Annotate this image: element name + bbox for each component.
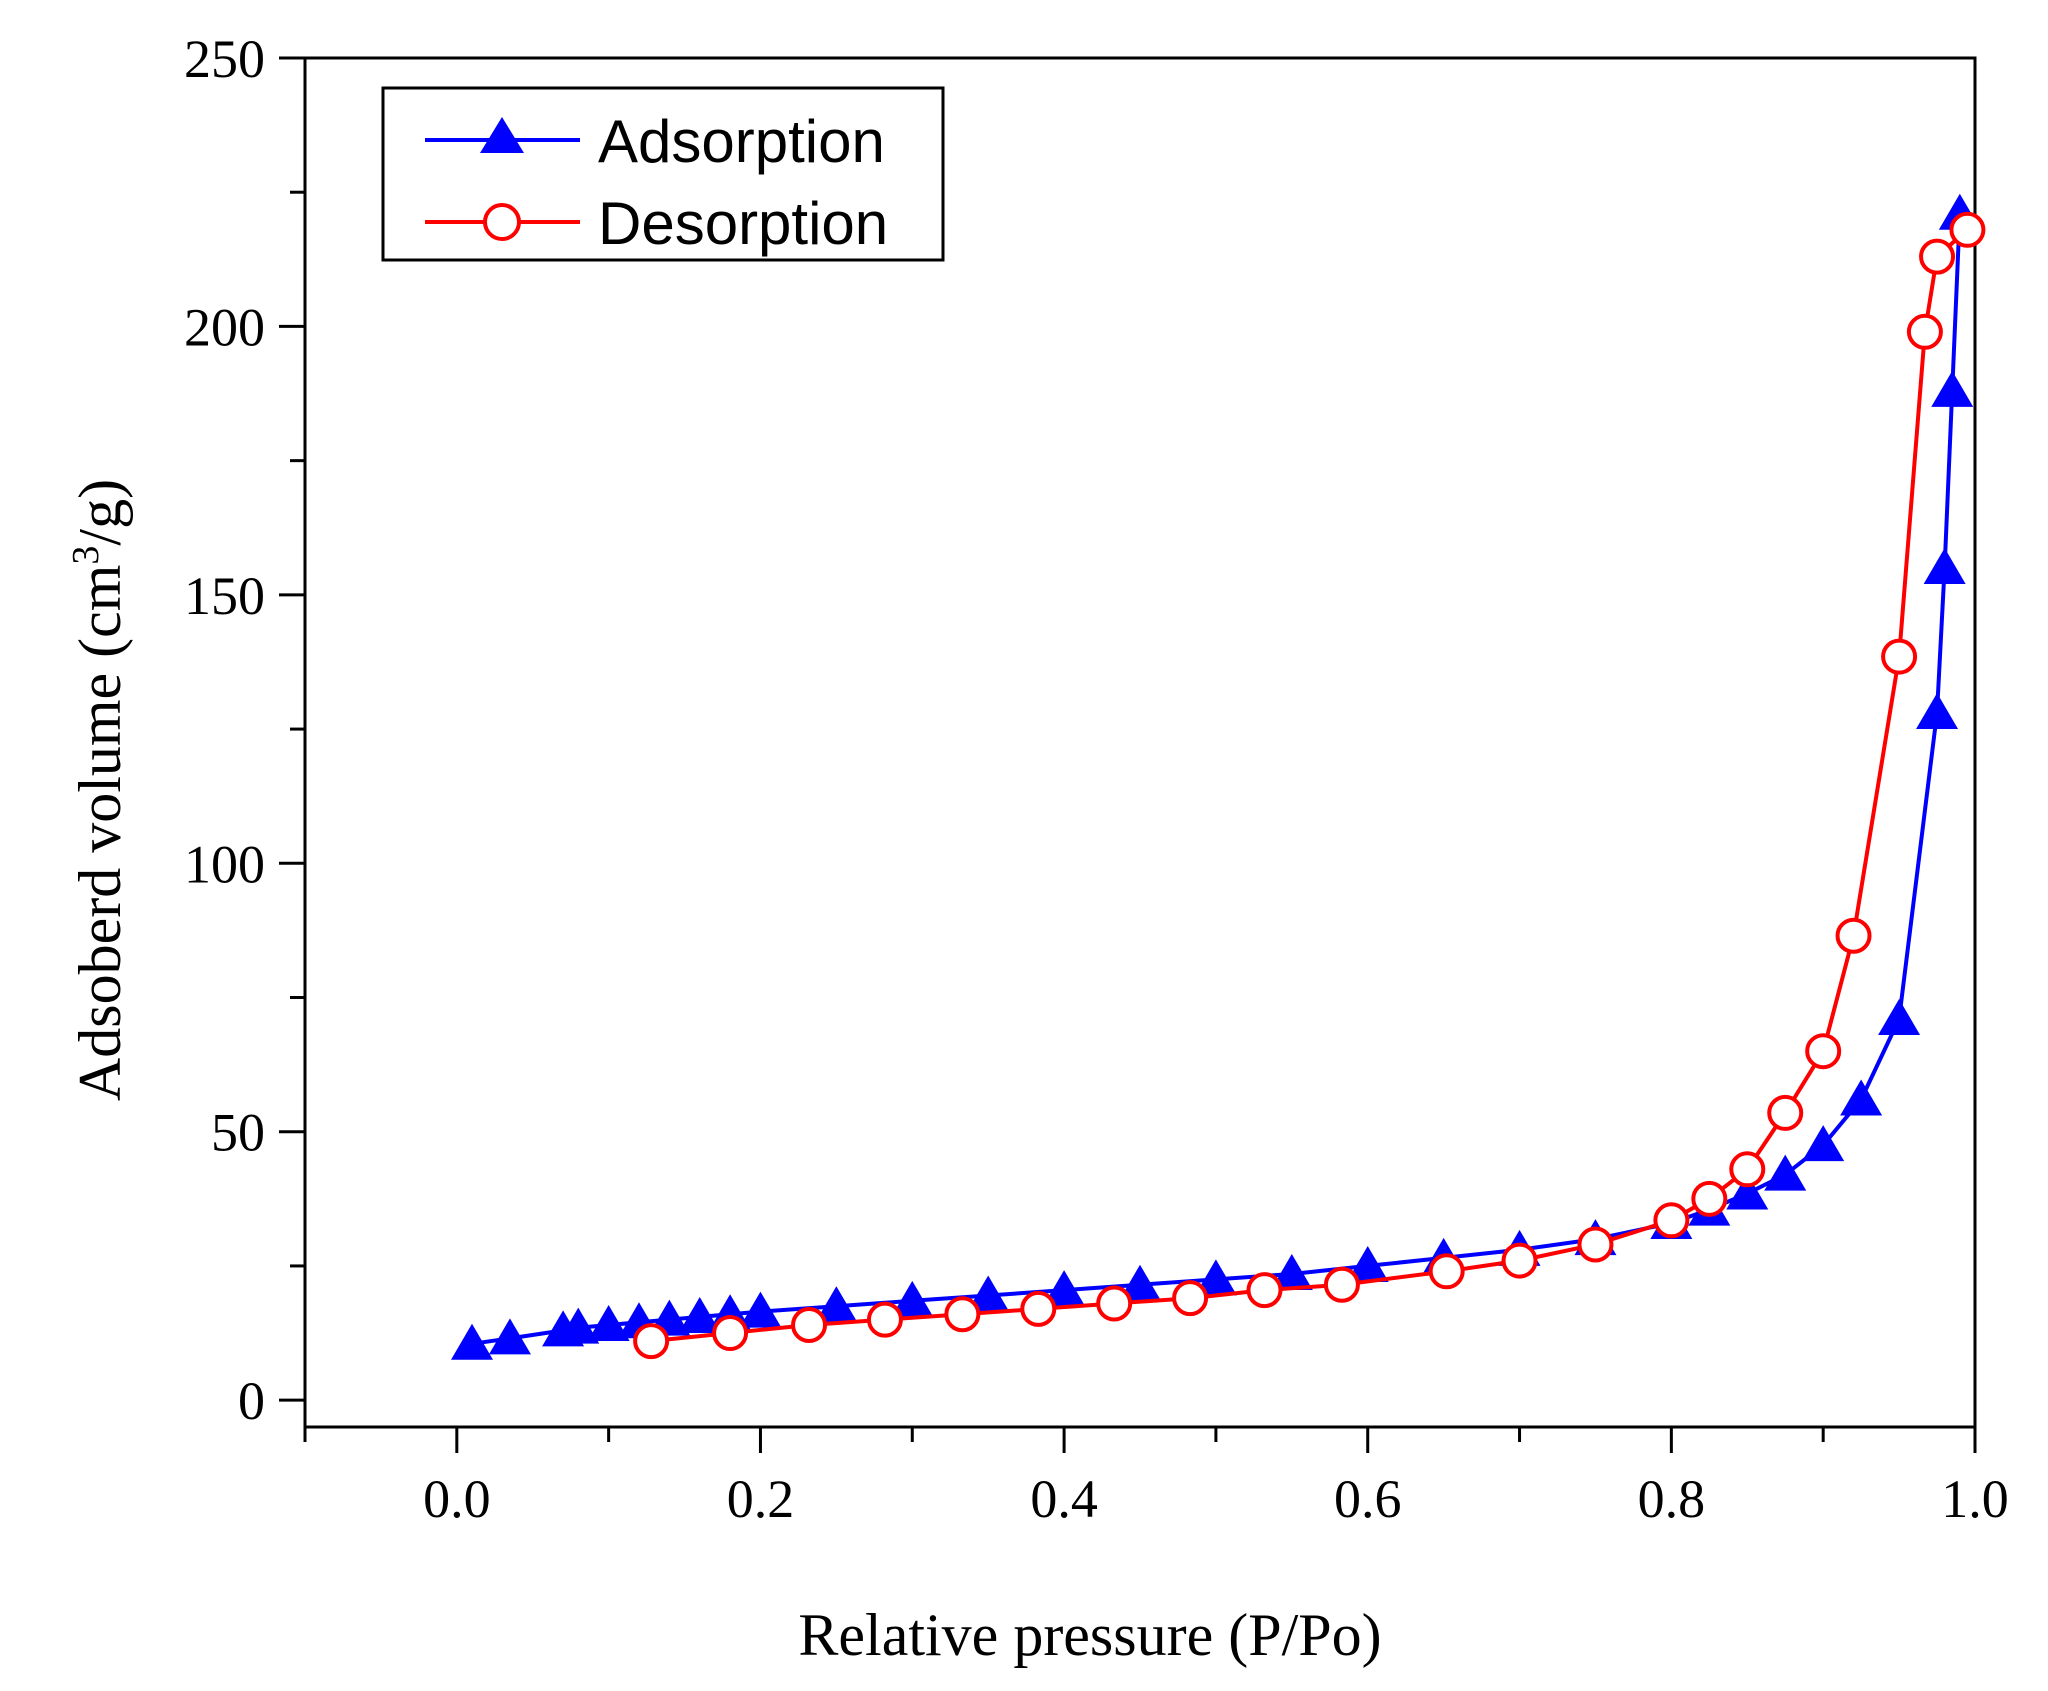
y-axis-title-end: /g) [67,479,133,546]
x-tick-label: 1.0 [1941,1469,2009,1529]
plot-frame [303,56,1977,1429]
desorption-point [1691,1180,1728,1217]
desorption-point [791,1306,828,1343]
x-tick-label: 0.2 [727,1469,795,1529]
adsorption-point [1923,548,1966,585]
desorption-point [712,1315,749,1352]
desorption-point [1767,1094,1804,1131]
adsorption-point [1840,1079,1883,1116]
adsorption-point [451,1323,493,1360]
x-tick-label: 0.4 [1030,1469,1098,1529]
y-tick-label: 50 [211,1103,265,1163]
y-tick-label: 200 [184,297,265,357]
adsorption-point [1346,1245,1389,1282]
adsorption-point [967,1275,1010,1312]
desorption-point [1653,1202,1690,1239]
adsorption-point [1270,1253,1313,1290]
desorption-point [1729,1151,1766,1188]
legend-label-desorption: Desorption [598,190,888,257]
series-layer [451,193,1986,1360]
legend-marker-desorption [483,203,521,241]
adsorption-point [1194,1259,1237,1296]
adsorption-point [678,1296,721,1333]
desorption-point [1805,1033,1842,1070]
adsorption-point [1802,1125,1845,1162]
desorption-point [1428,1253,1465,1290]
desorption-point [1906,313,1943,350]
desorption-point [1246,1272,1283,1309]
adsorption-point [739,1291,782,1328]
adsorption-point [1916,692,1959,729]
desorption-point [944,1296,981,1333]
adsorption-point [557,1307,600,1344]
desorption-point [1919,238,1956,275]
y-axis: 0 50 100 150 200 250 [184,29,305,1431]
y-tick-label: 0 [238,1371,265,1431]
desorption-point [633,1323,670,1360]
desorption-point [1835,917,1872,954]
y-tick-label: 150 [184,566,265,626]
x-tick-label: 0.6 [1334,1469,1402,1529]
desorption-line [650,228,1969,1344]
legend-marker-adsorption [480,117,524,153]
adsorption-point [815,1286,858,1323]
adsorption-point [1043,1270,1086,1307]
legend-box [381,86,945,262]
adsorption-point [1119,1264,1161,1301]
plot-area [303,56,1977,1429]
adsorption-point [1931,370,1974,407]
adsorption-point [1878,998,1921,1035]
y-axis-title-main: Adsoberd volume (cm [67,565,133,1102]
desorption-point [1949,211,1986,248]
adsorption-point [1726,1173,1769,1210]
desorption-point [866,1301,903,1338]
adsorption-point [587,1304,630,1341]
y-axis-title: Adsoberd volume (cm3/g) [65,479,133,1101]
desorption-point [1020,1290,1057,1327]
legend: Adsorption Desorption [381,86,945,262]
desorption-point [1096,1285,1133,1322]
desorption-point [1501,1242,1538,1279]
adsorption-point [1764,1154,1807,1191]
x-axis-title: Relative pressure (P/Po) [798,1602,1381,1668]
y-axis-title-superscript: 3 [65,546,107,565]
x-tick-label: 0.8 [1638,1469,1706,1529]
adsorption-point [488,1318,531,1355]
x-tick-label: 0.0 [423,1469,491,1529]
desorption-point [1577,1226,1614,1263]
adsorption-point [891,1280,934,1317]
y-tick-label: 250 [184,29,265,89]
desorption-point [1172,1280,1209,1317]
desorption-point [1323,1266,1360,1303]
desorption-point [1881,638,1918,675]
x-axis: 0.0 0.2 0.4 0.6 0.8 1.0 [303,1427,2009,1529]
y-tick-label: 100 [184,834,265,894]
legend-label-adsorption: Adsorption [598,108,885,175]
